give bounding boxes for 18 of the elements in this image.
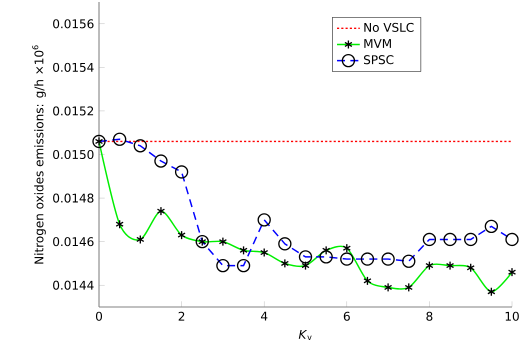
y-tick-label: 0.0148 [53,194,94,203]
legend-label: MVM [364,39,391,48]
legend-label: No VSLC [364,22,414,32]
y-axis-title: Nitrogen oxides emissions: g/h ×10$^{6}$ [32,45,46,264]
y-tick-label: 0.0156 [53,19,94,28]
x-axis-title: K$_{v}$ [298,330,312,340]
x-tick-label: 2 [178,312,184,321]
x-tick-label: 10 [506,312,519,321]
x-tick-label: 4 [260,312,268,320]
y-tick-label: 0.0150 [53,150,94,160]
x-tick-label: 6 [344,312,350,321]
y-tick-label: 0.0154 [53,62,94,72]
x-tick-label: 0 [96,312,102,321]
y-tick-label: 0.0152 [53,106,94,116]
legend-label: SPSC [364,55,394,64]
y-tick-label: 0.0144 [53,280,94,290]
x-tick-label: 8 [426,312,432,321]
y-tick-label: 0.0146 [53,237,94,246]
